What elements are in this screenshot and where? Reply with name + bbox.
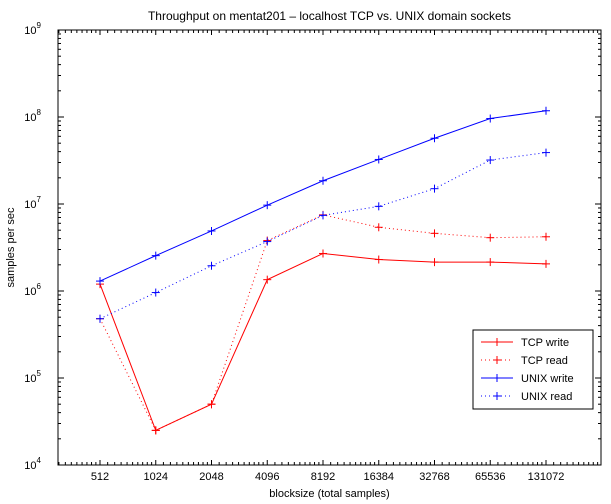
x-tick-label: 8192 (311, 471, 335, 483)
y-tick-label: 105 (24, 369, 41, 385)
legend-item: UNIX write (481, 373, 574, 385)
x-tick-label: 512 (91, 471, 109, 483)
y-tick-label: 109 (24, 21, 41, 37)
x-axis-label: blocksize (total samples) (269, 488, 389, 500)
x-tick-label: 65536 (475, 471, 506, 483)
y-axis: 104 105 106 107 108 109 (24, 21, 601, 472)
y-tick-label: 107 (24, 195, 41, 211)
x-tick-label: 2048 (199, 471, 223, 483)
series-unix-read (96, 148, 550, 323)
legend-item: TCP read (481, 355, 568, 367)
legend-item: UNIX read (481, 391, 572, 403)
x-tick-label: 1024 (144, 471, 168, 483)
x-tick-label: 16384 (363, 471, 394, 483)
y-tick-label: 104 (24, 456, 41, 472)
legend-label: UNIX read (521, 391, 572, 403)
y-axis-label: samples per sec (5, 207, 17, 288)
legend-label: UNIX write (521, 373, 574, 385)
legend-label: TCP write (521, 337, 569, 349)
legend: TCP write TCP read UNIX write UNIX read (472, 329, 594, 410)
chart-title: Throughput on mentat201 – localhost TCP … (148, 9, 511, 23)
x-tick-label: 131072 (528, 471, 565, 483)
x-tick-label: 32768 (419, 471, 450, 483)
y-tick-label: 106 (24, 282, 41, 298)
series-unix-write (96, 106, 550, 286)
y-tick-label: 108 (24, 108, 41, 124)
x-axis: 512 1024 2048 4096 8192 16384 32768 65536 131072 (58, 30, 599, 483)
legend-label: TCP read (521, 355, 568, 367)
legend-item: TCP write (481, 337, 569, 349)
x-tick-label: 4096 (255, 471, 279, 483)
series-layer (96, 106, 550, 435)
